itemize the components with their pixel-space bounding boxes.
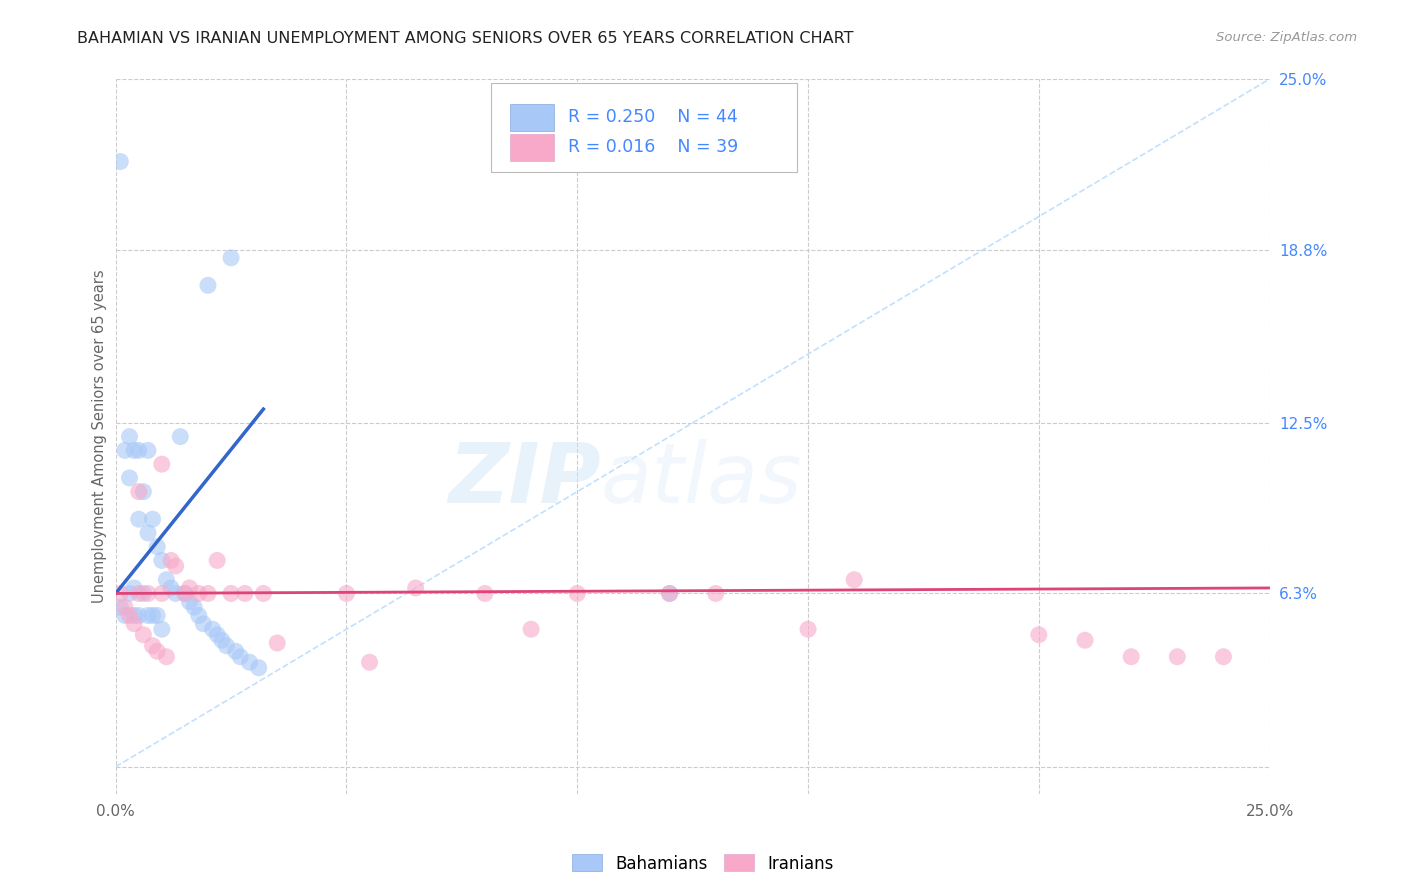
Point [118, 430, 141, 444]
Point [1121, 649, 1143, 664]
Point [474, 586, 496, 600]
Point [179, 595, 201, 609]
Point [215, 639, 238, 653]
Point [844, 573, 866, 587]
Point [136, 443, 159, 458]
Point [114, 608, 136, 623]
Point [110, 154, 132, 169]
Point [136, 608, 159, 623]
Point [658, 586, 681, 600]
Point [132, 586, 155, 600]
Point [146, 644, 169, 658]
Point [122, 443, 145, 458]
Text: atlas: atlas [600, 439, 801, 520]
Point [110, 600, 132, 615]
Point [187, 608, 209, 623]
Point [122, 608, 145, 623]
Point [520, 622, 543, 636]
Point [128, 484, 150, 499]
Point [110, 586, 132, 600]
Point [183, 600, 205, 615]
Legend: Bahamians, Iranians: Bahamians, Iranians [565, 847, 841, 880]
Point [658, 586, 681, 600]
Point [142, 512, 165, 526]
Point [219, 586, 242, 600]
Point [165, 586, 187, 600]
Point [211, 633, 233, 648]
Point [128, 512, 150, 526]
Point [704, 586, 727, 600]
Point [132, 628, 155, 642]
Point [165, 558, 187, 573]
Point [233, 586, 256, 600]
Point [229, 649, 252, 664]
Point [205, 628, 228, 642]
Point [247, 661, 270, 675]
Point [155, 649, 177, 664]
Y-axis label: Unemployment Among Seniors over 65 years: Unemployment Among Seniors over 65 years [93, 269, 107, 604]
Point [132, 484, 155, 499]
Text: ZIP: ZIP [447, 439, 600, 520]
Point [174, 586, 197, 600]
Point [128, 608, 150, 623]
FancyBboxPatch shape [510, 134, 554, 161]
Point [155, 573, 177, 587]
Point [146, 608, 169, 623]
Point [142, 639, 165, 653]
Point [150, 586, 173, 600]
Point [150, 457, 173, 471]
Text: BAHAMIAN VS IRANIAN UNEMPLOYMENT AMONG SENIORS OVER 65 YEARS CORRELATION CHART: BAHAMIAN VS IRANIAN UNEMPLOYMENT AMONG S… [77, 31, 853, 46]
Point [567, 586, 589, 600]
Point [359, 655, 381, 669]
Point [1074, 633, 1097, 648]
Point [335, 586, 357, 600]
Point [118, 586, 141, 600]
Point [238, 655, 260, 669]
Point [150, 622, 173, 636]
Point [142, 608, 165, 623]
FancyBboxPatch shape [510, 103, 554, 131]
Point [405, 581, 427, 595]
Point [797, 622, 820, 636]
Point [266, 636, 288, 650]
Point [1166, 649, 1188, 664]
Point [187, 586, 209, 600]
Point [114, 600, 136, 615]
Point [118, 608, 141, 623]
Point [160, 553, 183, 567]
Point [114, 443, 136, 458]
Point [197, 278, 219, 293]
Point [136, 586, 159, 600]
Point [252, 586, 274, 600]
Point [179, 581, 201, 595]
Point [128, 586, 150, 600]
Point [193, 616, 215, 631]
Point [136, 525, 159, 540]
Point [128, 443, 150, 458]
Point [122, 616, 145, 631]
Text: Source: ZipAtlas.com: Source: ZipAtlas.com [1216, 31, 1357, 45]
Point [174, 586, 197, 600]
Point [1028, 628, 1050, 642]
Point [1212, 649, 1234, 664]
Point [118, 471, 141, 485]
FancyBboxPatch shape [491, 83, 797, 172]
Point [197, 586, 219, 600]
Point [201, 622, 224, 636]
Point [122, 581, 145, 595]
Point [225, 644, 247, 658]
Point [169, 430, 191, 444]
Point [150, 553, 173, 567]
Text: R = 0.250    N = 44: R = 0.250 N = 44 [568, 108, 738, 126]
Point [160, 581, 183, 595]
Text: R = 0.016    N = 39: R = 0.016 N = 39 [568, 138, 738, 156]
Point [146, 540, 169, 554]
Point [219, 251, 242, 265]
Point [205, 553, 228, 567]
